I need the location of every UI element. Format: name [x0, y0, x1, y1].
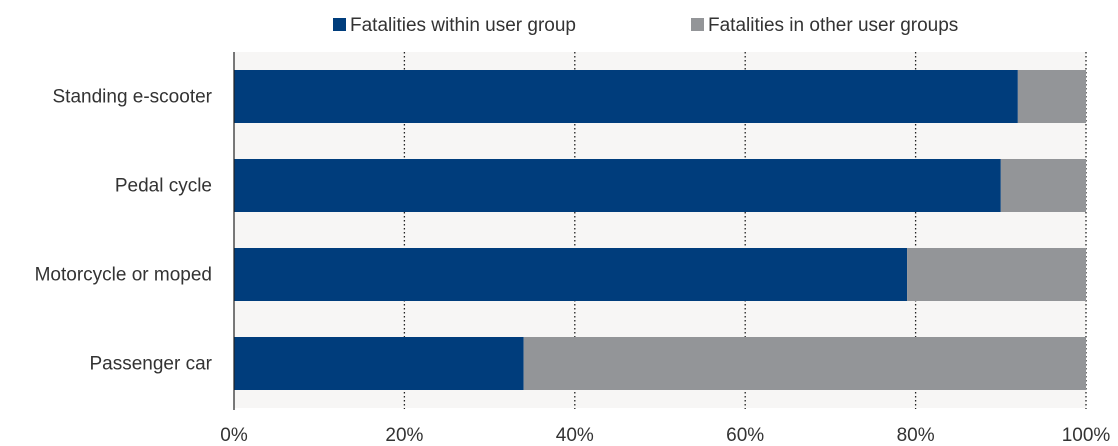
- x-tick-label: 80%: [897, 425, 935, 446]
- legend-label-other: Fatalities in other user groups: [708, 15, 958, 36]
- legend-swatch-other: [691, 18, 704, 31]
- x-tick-label: 60%: [726, 425, 764, 446]
- x-tick-label: 100%: [1062, 425, 1111, 446]
- bar-segment-within: [234, 159, 1001, 212]
- x-tick-label: 20%: [385, 425, 423, 446]
- x-tick-labels: 0% 20% 40% 60% 80% 100%: [220, 425, 1110, 446]
- legend-swatch-within: [333, 18, 346, 31]
- bar-segment-other: [1017, 70, 1086, 123]
- bar-segment-within: [234, 70, 1018, 123]
- bar-segment-other: [1000, 159, 1086, 212]
- bars: [234, 70, 1086, 390]
- category-label: Pedal cycle: [115, 176, 212, 197]
- category-labels: Standing e-scooter Pedal cycle Motorcycle …: [35, 87, 213, 375]
- x-tick-label: 40%: [556, 425, 594, 446]
- category-label: Motorcycle or moped: [35, 265, 212, 286]
- bar-segment-within: [234, 337, 524, 390]
- x-tick-label: 0%: [220, 425, 248, 446]
- legend: Fatalities within user group Fatalities …: [333, 15, 958, 36]
- category-label: Standing e-scooter: [53, 87, 213, 108]
- bar-segment-other: [523, 337, 1086, 390]
- bar-segment-within: [234, 248, 908, 301]
- legend-label-within: Fatalities within user group: [350, 15, 576, 36]
- category-label: Passenger car: [89, 354, 212, 375]
- bar-segment-other: [907, 248, 1086, 301]
